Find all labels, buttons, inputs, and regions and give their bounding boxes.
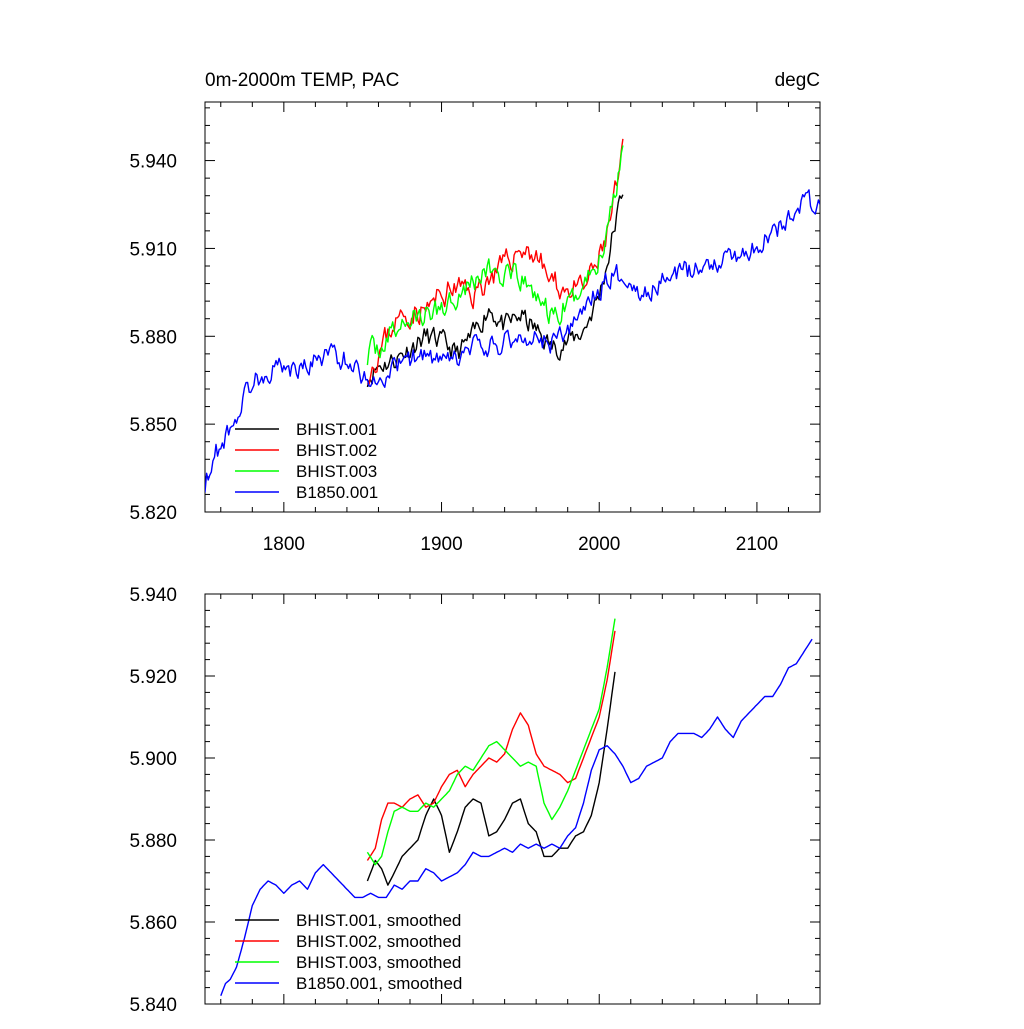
- x-tick-label: 2000: [578, 534, 620, 555]
- y-tick-label: 5.920: [129, 667, 177, 688]
- x-tick-label: 1800: [263, 534, 305, 555]
- y-tick-label: 5.910: [129, 239, 177, 260]
- legend-label: B1850.001, smoothed: [296, 974, 462, 993]
- panel-top: 1800 1900 2000 2100 5.820 5.850 5.880 5.910 5.94…: [129, 70, 821, 555]
- legend-label: BHIST.002, smoothed: [296, 932, 461, 951]
- plot-frame: [204, 101, 821, 513]
- y-tick-label: 5.850: [129, 415, 177, 436]
- y-tick-label: 5.940: [129, 585, 177, 606]
- legend-label: BHIST.003: [296, 462, 377, 481]
- legend-label: BHIST.001: [296, 420, 377, 439]
- legend-label: BHIST.001, smoothed: [296, 911, 461, 930]
- series-line-b1850-001: [205, 189, 820, 493]
- y-tick-label: 5.900: [129, 749, 177, 770]
- y-tick-label: 5.820: [129, 503, 177, 524]
- y-tick-label: 5.940: [129, 152, 177, 173]
- legend-label: BHIST.003, smoothed: [296, 953, 461, 972]
- series-line-bhist-003: [366, 618, 616, 866]
- series-line-bhist-002: [366, 630, 616, 861]
- y-tick-label: 5.880: [129, 831, 177, 852]
- series-line-bhist-003: [366, 145, 624, 366]
- legend-label: BHIST.002: [296, 441, 377, 460]
- chart-title: 0m-2000m TEMP, PAC: [205, 70, 399, 91]
- x-tick-label: 1900: [420, 534, 462, 555]
- y-tick-label: 5.880: [129, 327, 177, 348]
- y-tick-label: 5.840: [129, 995, 177, 1016]
- plot-frame: [204, 593, 821, 1005]
- legend-label: B1850.001: [296, 483, 378, 502]
- series-line-bhist-001: [366, 671, 616, 886]
- y-tick-label: 5.860: [129, 913, 177, 934]
- x-tick-label: 2100: [736, 534, 778, 555]
- series-line-b1850-001: [220, 638, 813, 997]
- series-line-bhist-001: [366, 194, 624, 388]
- series-line-bhist-002: [366, 138, 624, 386]
- panel-bottom: 5.840 5.860 5.880 5.900 5.920 5.940 BHIST.001,…: [129, 585, 821, 1016]
- chart-units: degC: [775, 70, 820, 91]
